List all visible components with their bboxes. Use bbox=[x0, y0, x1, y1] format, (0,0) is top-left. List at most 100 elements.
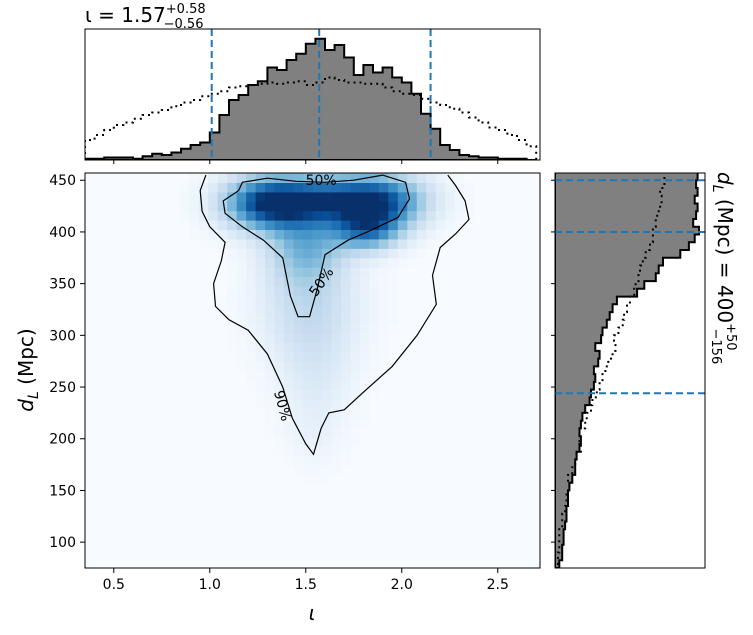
density-cell bbox=[350, 408, 361, 419]
density-cell bbox=[284, 229, 295, 240]
density-cell bbox=[407, 229, 418, 240]
density-cell bbox=[331, 248, 342, 259]
density-cell bbox=[293, 210, 304, 221]
density-cell bbox=[426, 173, 437, 184]
density-cell bbox=[236, 173, 247, 184]
density-cell bbox=[198, 201, 209, 212]
density-cell bbox=[303, 182, 314, 193]
density-cell bbox=[293, 332, 304, 343]
density-cell bbox=[321, 295, 333, 306]
y-tick-label: 450 bbox=[49, 173, 76, 189]
density-cell bbox=[312, 295, 323, 306]
density-cell bbox=[208, 229, 219, 240]
density-cell bbox=[340, 455, 352, 466]
density-cell bbox=[426, 210, 437, 221]
density-cell bbox=[293, 314, 304, 325]
density-cell bbox=[303, 332, 314, 343]
density-cell bbox=[265, 257, 276, 268]
density-cell bbox=[274, 342, 285, 353]
density-cell bbox=[236, 201, 247, 212]
density-cell bbox=[378, 332, 389, 343]
density-cell bbox=[321, 304, 333, 315]
density-cell bbox=[255, 267, 266, 278]
density-cell bbox=[388, 276, 399, 287]
density-cell bbox=[274, 314, 285, 325]
density-cell bbox=[359, 201, 370, 212]
right-marginal-ticks bbox=[551, 179, 555, 543]
density-cell bbox=[303, 285, 314, 296]
density-cell bbox=[378, 248, 389, 259]
density-cell bbox=[426, 229, 437, 240]
density-cell bbox=[236, 285, 247, 296]
density-cell bbox=[426, 182, 437, 193]
density-cell bbox=[388, 257, 399, 268]
density-cell bbox=[359, 248, 370, 259]
density-cell bbox=[246, 201, 257, 212]
density-cell bbox=[435, 238, 446, 249]
density-cell bbox=[246, 304, 257, 315]
density-cell bbox=[321, 173, 333, 184]
density-cell bbox=[426, 220, 437, 231]
density-cell bbox=[293, 229, 304, 240]
density-cell bbox=[303, 257, 314, 268]
density-cell bbox=[265, 267, 276, 278]
density-cell bbox=[246, 191, 257, 202]
density-cell bbox=[321, 464, 333, 475]
density-cell bbox=[303, 436, 314, 447]
density-cell bbox=[189, 229, 200, 240]
density-cell bbox=[255, 210, 266, 221]
density-cell bbox=[359, 370, 370, 381]
density-cell bbox=[378, 182, 389, 193]
density-cell bbox=[246, 248, 257, 259]
density-cell bbox=[454, 191, 465, 202]
density-cell bbox=[350, 248, 361, 259]
density-cell bbox=[369, 173, 380, 184]
density-cell bbox=[312, 426, 323, 437]
x-tick-label: 0.5 bbox=[103, 577, 125, 593]
density-cell bbox=[284, 436, 295, 447]
density-cell bbox=[378, 295, 389, 306]
density-cell bbox=[312, 191, 323, 202]
density-cell bbox=[331, 267, 342, 278]
density-cell bbox=[246, 276, 257, 287]
joint-density-frame bbox=[84, 172, 541, 569]
density-cell bbox=[246, 238, 257, 249]
x-tick-label: 2.5 bbox=[487, 577, 509, 593]
density-cell bbox=[340, 201, 352, 212]
density-cell bbox=[331, 314, 342, 325]
density-cell bbox=[303, 389, 314, 400]
joint-density-panel: 50%50%90% 0.5 1.0 1.5 2.0 2.5 10015020025030… bbox=[14, 172, 541, 625]
density-cell bbox=[331, 417, 342, 428]
density-cell bbox=[397, 220, 408, 231]
density-cell bbox=[265, 351, 276, 362]
density-cell bbox=[340, 238, 352, 249]
density-cell bbox=[321, 323, 333, 334]
density-cell bbox=[454, 173, 465, 184]
density-cell bbox=[312, 248, 323, 259]
density-cell bbox=[416, 248, 427, 259]
density-cell bbox=[312, 389, 323, 400]
density-cell bbox=[303, 295, 314, 306]
density-cell bbox=[454, 220, 465, 231]
density-cell bbox=[312, 342, 323, 353]
density-cell bbox=[274, 351, 285, 362]
density-cell bbox=[340, 370, 352, 381]
density-cell bbox=[274, 436, 285, 447]
density-cell bbox=[331, 398, 342, 409]
density-cell bbox=[227, 182, 238, 193]
density-cell bbox=[246, 314, 257, 325]
density-cell bbox=[274, 229, 285, 240]
density-cell bbox=[321, 220, 333, 231]
y-tick-label: 100 bbox=[49, 535, 76, 551]
density-cell bbox=[265, 408, 276, 419]
density-cell bbox=[359, 408, 370, 419]
density-cell bbox=[303, 248, 314, 259]
density-cell bbox=[312, 220, 323, 231]
density-cell bbox=[227, 332, 238, 343]
density-cell bbox=[350, 267, 361, 278]
density-cell bbox=[293, 464, 304, 475]
density-cell bbox=[435, 201, 446, 212]
density-cell bbox=[217, 238, 228, 249]
density-cell bbox=[397, 257, 408, 268]
density-cell bbox=[303, 276, 314, 287]
